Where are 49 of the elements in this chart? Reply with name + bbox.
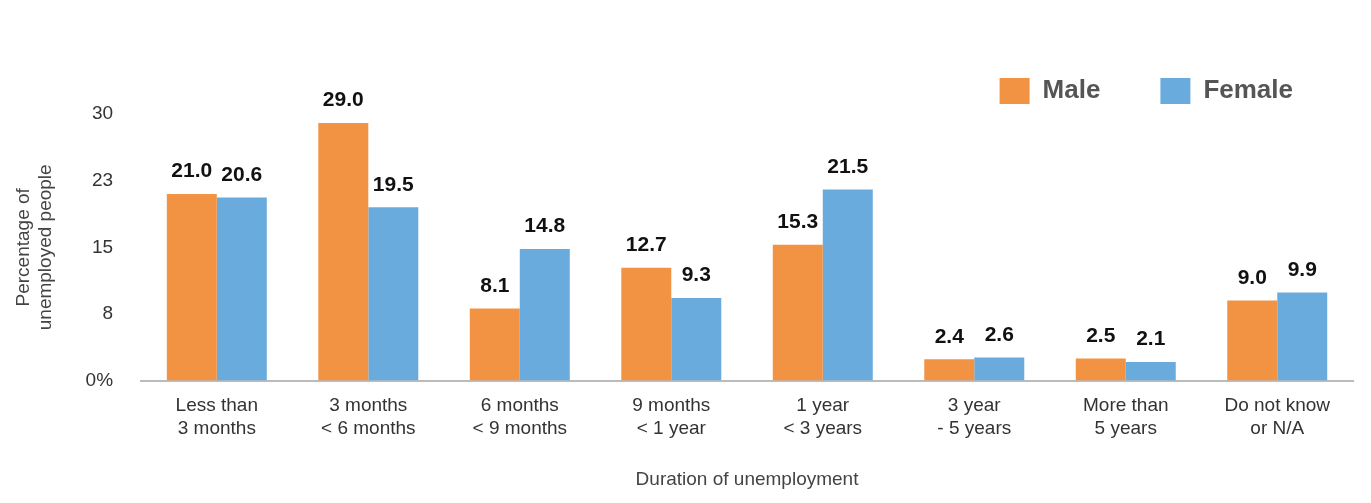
x-tick-label: More than 5 years [1082,394,1169,439]
data-label: 2.1 [1136,326,1166,350]
x-tick-label: 6 months < 9 months [472,394,568,439]
data-label: 15.3 [777,208,819,232]
bar [621,267,672,381]
y-tick-label: 8 [102,302,114,324]
data-label: 29.0 [322,87,364,111]
x-tick-label: 1 year < 3 years [783,394,863,439]
data-label: 2.6 [984,321,1014,345]
bar [924,359,975,381]
bar [216,197,267,381]
bar [469,308,520,381]
data-label: 21.0 [171,158,213,182]
bar [772,244,823,381]
data-label: 8.1 [480,272,510,296]
y-tick-label: 15 [91,235,114,257]
legend-label: Female [1203,74,1294,105]
y-axis-title: Percentage of unemployed people [11,164,56,331]
bar [822,189,873,381]
bar [1075,358,1126,381]
x-tick-label: Less than 3 months [175,394,259,439]
data-label: 21.5 [827,153,869,177]
x-axis-title: Duration of unemployment [635,467,860,489]
bar [1277,292,1328,381]
data-label: 12.7 [625,232,667,256]
data-label: 2.5 [1086,322,1116,346]
legend-label: Male [1042,74,1101,105]
bar [368,207,419,381]
bar [166,193,217,381]
x-tick-label: 3 year - 5 years [937,394,1012,439]
data-label: 9.9 [1287,256,1317,280]
data-label: 9.0 [1237,264,1267,288]
y-tick-label: 0% [85,368,114,390]
data-label: 19.5 [372,171,415,195]
bar [974,357,1025,381]
bar [1227,300,1278,381]
y-tick-label: 23 [91,168,114,190]
data-label: 20.6 [221,161,263,185]
y-tick-label: 30 [91,102,114,124]
bar [1125,361,1176,381]
x-tick-label: 9 months < 1 year [632,394,711,439]
bar [519,249,570,381]
data-label: 9.3 [681,262,711,286]
x-tick-label: 3 months < 6 months [321,394,416,439]
data-label: 14.8 [524,213,566,237]
bar [671,297,722,381]
data-label: 2.4 [934,323,965,347]
bar [318,122,369,381]
x-tick-label: Do not know or N/A [1224,394,1331,439]
